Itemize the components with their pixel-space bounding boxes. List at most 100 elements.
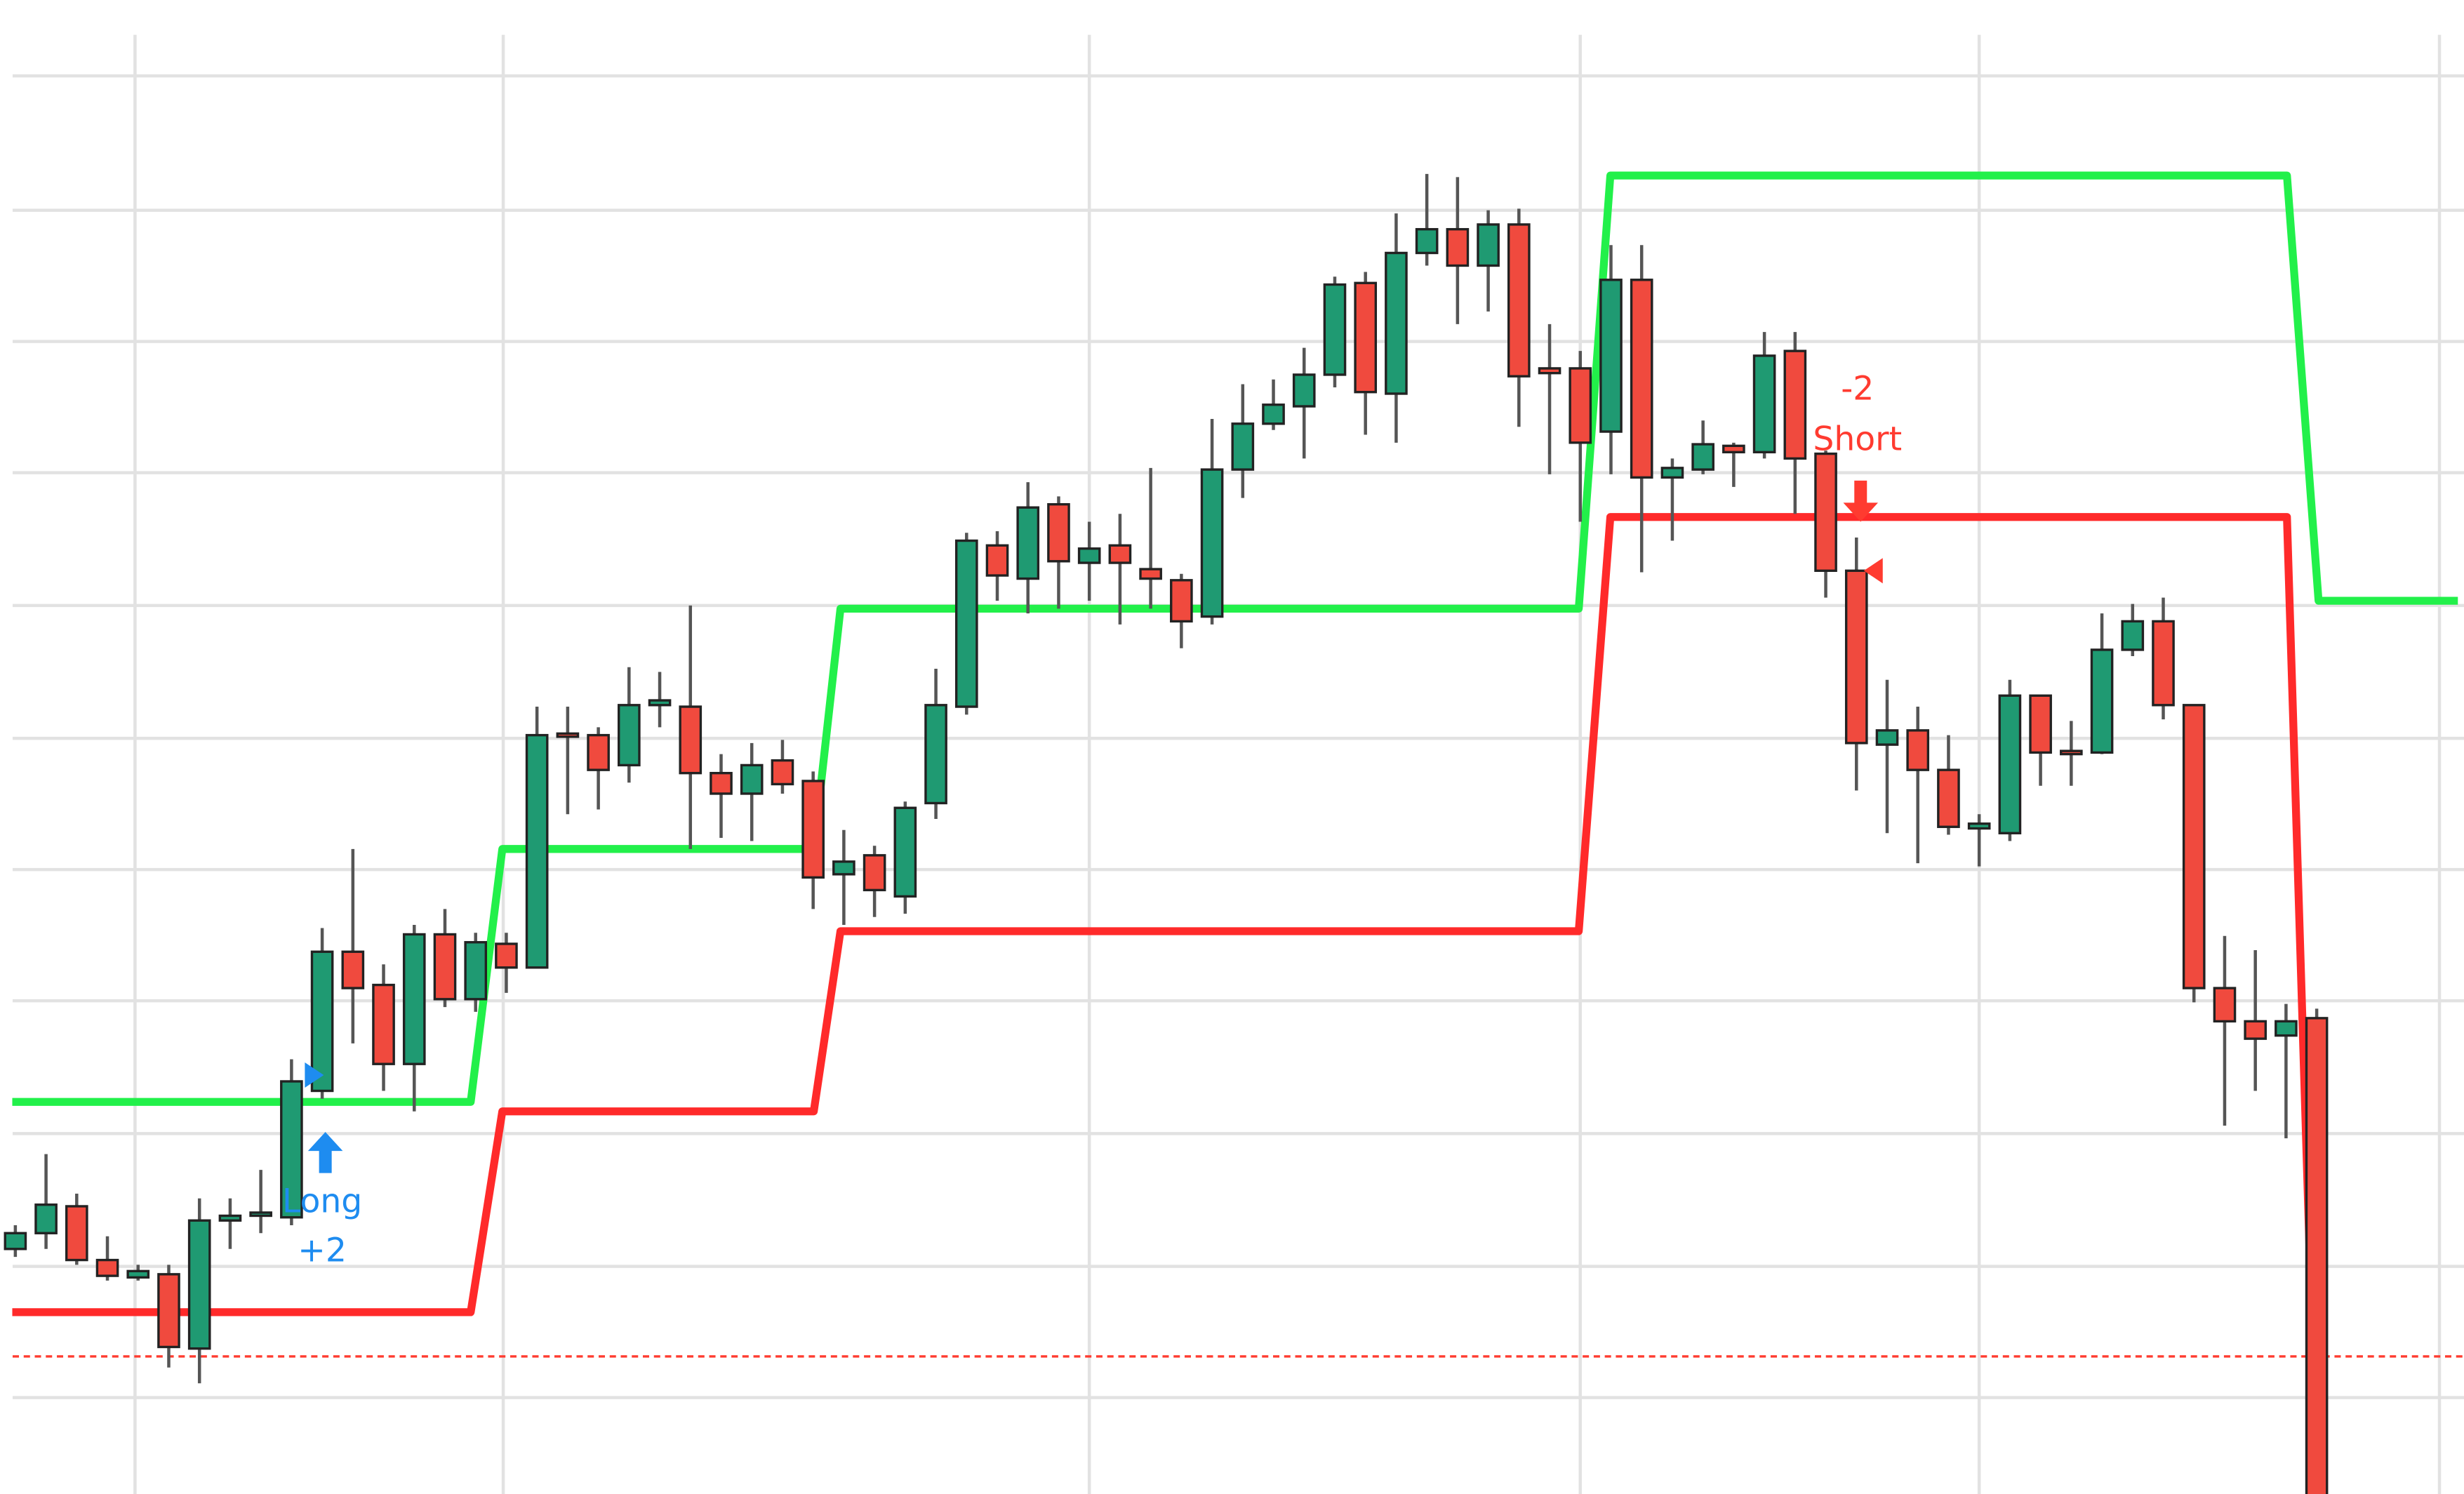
- candle-body: [1875, 729, 1899, 746]
- candle: [740, 742, 764, 841]
- band-line: [12, 171, 2458, 1106]
- candle: [1937, 735, 1960, 835]
- candle: [1016, 482, 1040, 614]
- candle: [1630, 245, 1653, 573]
- candle-body: [65, 1205, 88, 1262]
- candle-body: [187, 1219, 211, 1350]
- candle: [1814, 451, 1837, 598]
- candle-body: [618, 704, 641, 767]
- candle: [2244, 949, 2267, 1091]
- candle: [618, 667, 641, 783]
- candle: [1875, 679, 1899, 834]
- candle: [1783, 332, 1807, 514]
- candle: [95, 1236, 119, 1281]
- candle: [1752, 332, 1776, 459]
- candle-body: [1323, 283, 1347, 376]
- candle-body: [2244, 1020, 2267, 1040]
- candle-body: [34, 1203, 58, 1234]
- candle: [556, 707, 580, 815]
- candle: [126, 1265, 150, 1281]
- candle-body: [2121, 620, 2145, 651]
- candle: [710, 754, 733, 839]
- candle-body: [1077, 547, 1101, 564]
- candle: [2152, 597, 2175, 720]
- candle-body: [310, 950, 334, 1093]
- candle-body: [1385, 251, 1408, 395]
- candle-body: [1262, 403, 1285, 425]
- annotation-text: Short: [1813, 420, 1902, 459]
- candle-body: [1415, 227, 1439, 255]
- candle: [1998, 679, 2022, 841]
- candle-body: [1691, 443, 1714, 471]
- candle: [1292, 347, 1316, 459]
- candle-body: [1998, 694, 2022, 834]
- candle: [187, 1198, 211, 1384]
- candle: [4, 1225, 27, 1258]
- candle: [771, 740, 794, 794]
- candle-body: [1599, 279, 1623, 433]
- candle-body: [648, 699, 672, 707]
- candle: [679, 605, 702, 849]
- candle: [1967, 814, 1991, 867]
- candle-body: [2275, 1020, 2298, 1037]
- candle: [954, 533, 978, 715]
- candle: [893, 801, 917, 914]
- candle-body: [924, 704, 947, 805]
- candle: [1569, 351, 1592, 522]
- candle-body: [433, 933, 457, 1001]
- candle-body: [372, 983, 395, 1065]
- candle: [34, 1154, 58, 1249]
- candle: [1262, 379, 1285, 430]
- candle-body: [985, 544, 1009, 577]
- candle-body: [1783, 349, 1807, 460]
- short-arrow: [1843, 480, 1879, 522]
- candle: [801, 771, 825, 909]
- candle: [1139, 467, 1162, 609]
- candle: [2305, 1008, 2329, 1494]
- candle-body: [801, 780, 825, 879]
- candle-body: [280, 1080, 303, 1219]
- candle-body: [1139, 568, 1162, 580]
- plot-area: Long +2 -2 Short: [4, 34, 2464, 1494]
- candle: [2182, 704, 2206, 1003]
- candle-body: [2090, 648, 2114, 754]
- annotation-text: -2: [1841, 369, 1874, 408]
- candle: [2213, 935, 2237, 1126]
- candle-body: [1814, 452, 1837, 572]
- candle-body: [402, 933, 426, 1065]
- candle: [1385, 213, 1408, 443]
- candle: [2090, 613, 2114, 754]
- candle-body: [832, 860, 855, 876]
- candle-body: [1446, 227, 1470, 267]
- short-entry-marker: [1863, 558, 1883, 584]
- candle: [495, 933, 518, 993]
- candle-body: [1170, 579, 1193, 623]
- candle-body: [1722, 444, 1745, 454]
- candle-body: [2182, 704, 2206, 989]
- candle-body: [2029, 694, 2052, 754]
- candle: [1538, 324, 1561, 474]
- candle-body: [1538, 367, 1561, 375]
- annotation-text: Long: [282, 1182, 362, 1220]
- candle: [648, 672, 672, 728]
- candle-body: [1292, 373, 1316, 408]
- candle: [1477, 210, 1500, 312]
- candle: [157, 1265, 180, 1368]
- candle: [924, 668, 947, 820]
- candle-body: [954, 539, 978, 708]
- candle: [2060, 721, 2083, 786]
- candle-body: [1507, 223, 1531, 378]
- candle: [402, 924, 426, 1112]
- candle: [310, 928, 334, 1099]
- candle: [1108, 514, 1132, 625]
- candle-body: [1108, 544, 1132, 564]
- candle-body: [464, 941, 488, 1001]
- candle-body: [771, 759, 794, 786]
- candle: [1722, 442, 1745, 487]
- candle-body: [525, 733, 549, 969]
- candle: [1507, 208, 1531, 427]
- candle: [1844, 537, 1868, 791]
- candle-body: [1967, 822, 1991, 830]
- candle-body: [2213, 987, 2237, 1023]
